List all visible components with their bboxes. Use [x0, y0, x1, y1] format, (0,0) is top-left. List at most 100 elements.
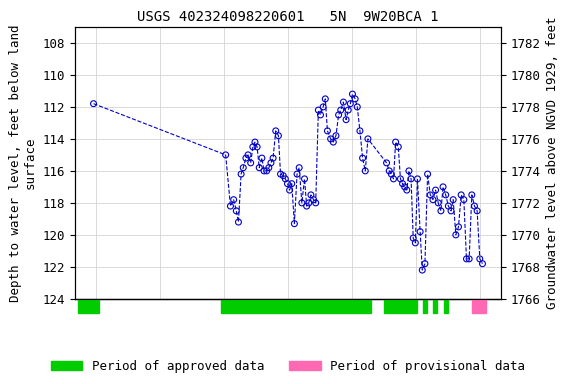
Point	[268, 155, 278, 161]
Point	[413, 176, 422, 182]
Point	[309, 197, 318, 203]
Point	[418, 267, 427, 273]
Point	[287, 180, 296, 187]
Legend: Period of approved data, Period of provisional data: Period of approved data, Period of provi…	[46, 355, 530, 378]
Point	[276, 171, 285, 177]
Point	[408, 235, 418, 241]
Point	[294, 165, 304, 171]
Point	[391, 139, 400, 145]
Point	[436, 208, 445, 214]
Point	[475, 256, 484, 262]
Point	[396, 176, 405, 182]
Point	[221, 152, 230, 158]
Point	[283, 180, 292, 187]
Point	[336, 107, 346, 113]
Point	[281, 176, 290, 182]
Bar	[423, 300, 426, 313]
Bar	[221, 300, 370, 313]
Point	[229, 197, 238, 203]
Point	[454, 224, 463, 230]
Point	[331, 132, 340, 139]
Point	[274, 132, 283, 139]
Point	[252, 144, 262, 150]
Point	[248, 144, 257, 150]
Point	[259, 168, 268, 174]
Point	[423, 171, 432, 177]
Point	[348, 91, 357, 97]
Point	[342, 117, 351, 123]
Point	[316, 112, 325, 118]
Point	[382, 160, 391, 166]
Point	[321, 96, 330, 102]
Point	[266, 160, 275, 166]
Point	[426, 192, 435, 198]
Point	[346, 101, 355, 107]
Point	[238, 165, 248, 171]
Y-axis label: Groundwater level above NGVD 1929, feet: Groundwater level above NGVD 1929, feet	[547, 17, 559, 309]
Point	[353, 104, 362, 110]
Point	[457, 192, 466, 198]
Point	[478, 261, 487, 267]
Point	[304, 200, 313, 206]
Point	[237, 171, 246, 177]
Point	[226, 203, 235, 209]
Point	[351, 96, 360, 102]
Y-axis label: Depth to water level, feet below land
surface: Depth to water level, feet below land su…	[9, 24, 37, 301]
Point	[300, 176, 309, 182]
Point	[355, 128, 365, 134]
Point	[255, 165, 264, 171]
Point	[293, 171, 302, 177]
Point	[290, 221, 299, 227]
Point	[264, 165, 274, 171]
Bar	[444, 300, 448, 313]
Point	[271, 128, 281, 134]
Point	[244, 152, 253, 158]
Point	[297, 200, 306, 206]
Point	[314, 107, 323, 113]
Bar	[384, 300, 417, 313]
Point	[319, 104, 328, 110]
Point	[246, 160, 255, 166]
Point	[451, 232, 460, 238]
Point	[400, 184, 410, 190]
Bar	[78, 300, 99, 313]
Point	[323, 128, 332, 134]
Point	[285, 187, 294, 193]
Point	[386, 171, 396, 177]
Point	[398, 180, 407, 187]
Point	[407, 176, 416, 182]
Point	[257, 155, 267, 161]
Point	[306, 192, 316, 198]
Point	[472, 208, 482, 214]
Point	[462, 256, 471, 262]
Point	[385, 168, 394, 174]
Point	[251, 139, 260, 145]
Point	[344, 107, 353, 113]
Point	[404, 168, 414, 174]
Point	[326, 136, 335, 142]
Point	[329, 139, 338, 145]
Point	[334, 112, 343, 118]
Point	[389, 176, 398, 182]
Point	[302, 203, 311, 209]
Point	[339, 99, 348, 105]
Point	[363, 136, 373, 142]
Point	[402, 187, 411, 193]
Point	[449, 197, 458, 203]
Point	[429, 197, 438, 203]
Point	[415, 228, 425, 235]
Title: USGS 402324098220601   5N  9W20BCA 1: USGS 402324098220601 5N 9W20BCA 1	[137, 10, 439, 24]
Point	[434, 200, 443, 206]
Point	[464, 256, 473, 262]
Bar	[434, 300, 437, 313]
Point	[262, 168, 271, 174]
Point	[459, 197, 468, 203]
Point	[438, 184, 448, 190]
Point	[89, 101, 98, 107]
Point	[241, 155, 251, 161]
Point	[411, 240, 420, 246]
Point	[420, 261, 430, 267]
Bar	[472, 300, 486, 313]
Point	[470, 203, 479, 209]
Point	[446, 208, 456, 214]
